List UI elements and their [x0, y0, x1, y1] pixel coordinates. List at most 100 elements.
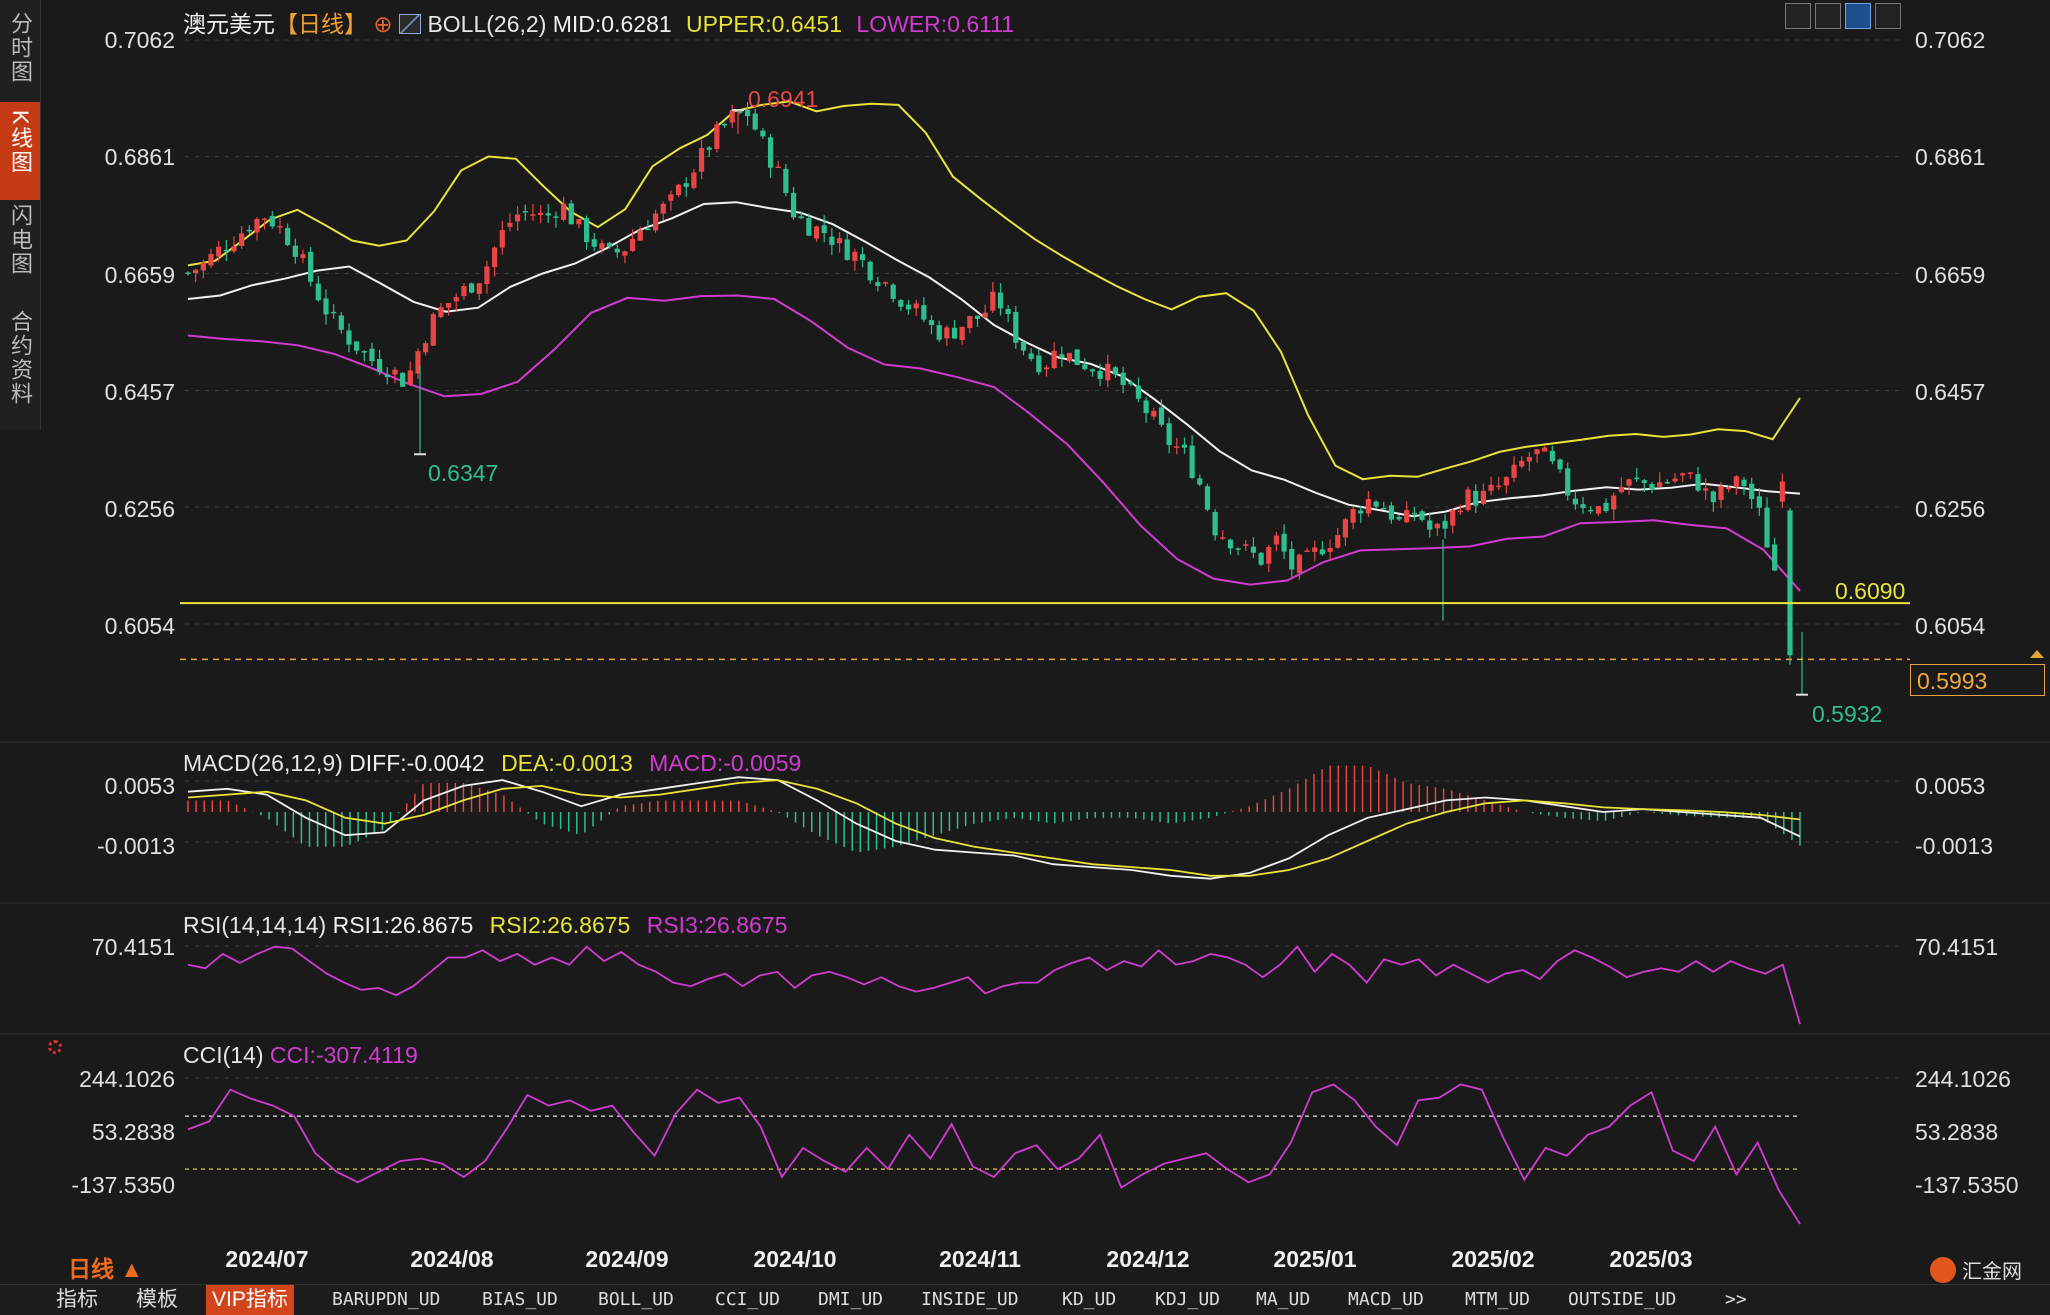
- candle-up: [652, 213, 659, 231]
- candle-up: [1220, 537, 1226, 539]
- rsi2-value: RSI2:26.8675: [489, 912, 631, 938]
- time-label: 2024/10: [753, 1246, 837, 1272]
- tab-barupdn[interactable]: BARUPDN_UD: [332, 1289, 441, 1310]
- candle-down: [1588, 509, 1594, 512]
- candle-up: [1273, 535, 1280, 545]
- compare-icon[interactable]: [1815, 3, 1841, 29]
- candle-up: [499, 230, 505, 248]
- tab-mtm[interactable]: MTM_UD: [1465, 1289, 1531, 1310]
- time-label: 2024/08: [410, 1246, 494, 1272]
- candle-up: [1687, 472, 1693, 474]
- macd-dea-line: [187, 779, 1801, 877]
- candle-down: [951, 327, 958, 339]
- price-tick: 0.6659: [104, 262, 175, 288]
- candle-down: [1250, 546, 1257, 553]
- candle-up: [530, 214, 536, 216]
- tab-bias[interactable]: BIAS_UD: [482, 1289, 558, 1310]
- candle-up: [514, 214, 521, 222]
- candle-up: [392, 369, 398, 375]
- tab-contract-info[interactable]: 合约资料: [8, 310, 33, 406]
- current-price-marker: [2030, 650, 2044, 658]
- period-label: 【日线】: [275, 11, 367, 37]
- candle-down: [1572, 498, 1578, 505]
- candles: [185, 102, 1803, 695]
- candle-up: [1680, 473, 1686, 476]
- candle-down: [1381, 508, 1387, 510]
- time-label: 2025/02: [1451, 1246, 1535, 1272]
- candle-down: [1411, 512, 1418, 515]
- macd-diff: DIFF:-0.0042: [349, 750, 485, 776]
- candle-up: [1496, 485, 1502, 488]
- price-tick: 0.6457: [104, 379, 175, 405]
- tab-dmi[interactable]: DMI_UD: [818, 1289, 884, 1310]
- tab-ma[interactable]: MA_UD: [1256, 1289, 1311, 1310]
- tab-kd[interactable]: KD_UD: [1062, 1289, 1117, 1310]
- macd-dea: DEA:-0.0013: [501, 750, 633, 776]
- tab-intraday[interactable]: 分时图: [8, 12, 33, 84]
- period-selector[interactable]: 日线 ▲: [68, 1256, 144, 1282]
- candle-up: [1542, 447, 1548, 452]
- candle-down: [1235, 548, 1241, 550]
- boll-upper: UPPER:0.6451: [686, 11, 843, 37]
- tab-boll[interactable]: BOLL_UD: [598, 1289, 674, 1310]
- indicator-tab-bar: 指标 模板 VIP指标 BARUPDN_UD BIAS_UD BOLL_UD C…: [0, 1284, 2050, 1315]
- candle-up: [959, 326, 965, 341]
- tab-templates[interactable]: 模板: [136, 1288, 178, 1311]
- kline-chart[interactable]: [0, 0, 2050, 1284]
- macd-value: MACD:-0.0059: [649, 750, 802, 776]
- candle-up: [1480, 490, 1486, 504]
- candle-down: [1319, 549, 1326, 555]
- candle-down: [185, 272, 191, 274]
- candle-down: [346, 330, 352, 345]
- tab-macd[interactable]: MACD_UD: [1348, 1289, 1424, 1310]
- candle-up: [438, 307, 444, 318]
- fullscreen-icon[interactable]: [1875, 3, 1901, 29]
- cci-title: CCI(14): [183, 1042, 264, 1068]
- candle-up: [200, 262, 206, 271]
- tab-kline[interactable]: K线图: [0, 102, 40, 200]
- time-label: 2025/01: [1273, 1246, 1357, 1272]
- tab-more[interactable]: >>: [1725, 1289, 1747, 1310]
- macd-tick: -0.0013: [1915, 833, 1994, 859]
- candle-up: [1626, 479, 1632, 486]
- cci-tick: 53.2838: [1915, 1119, 1999, 1145]
- candle-down: [928, 320, 935, 326]
- candle-down: [1112, 367, 1119, 375]
- tab-flash[interactable]: 闪电图: [8, 204, 33, 276]
- add-indicator-icon[interactable]: ⊕: [373, 11, 393, 37]
- chart-mode-icon[interactable]: [1845, 3, 1871, 29]
- time-label: 2024/11: [939, 1246, 1021, 1272]
- candle-up: [1304, 550, 1310, 552]
- cci-tick: 53.2838: [91, 1119, 175, 1145]
- candle-down: [706, 147, 712, 150]
- candle-down: [921, 305, 927, 320]
- candle-down: [798, 216, 804, 219]
- candle-down: [285, 228, 291, 246]
- grid-icon[interactable]: [1785, 3, 1811, 29]
- tab-cci[interactable]: CCI_UD: [715, 1289, 781, 1310]
- candle-down: [1227, 539, 1234, 549]
- tab-vip-indicators[interactable]: VIP指标: [206, 1285, 294, 1315]
- tab-outside[interactable]: OUTSIDE_UD: [1568, 1289, 1677, 1310]
- tab-kdj[interactable]: KDJ_UD: [1155, 1289, 1221, 1310]
- candle-down: [905, 304, 912, 310]
- candle-down: [767, 137, 774, 168]
- candle-down: [867, 261, 873, 281]
- candle-down: [783, 168, 789, 194]
- candle-down: [1749, 483, 1755, 500]
- candle-up: [1243, 544, 1249, 546]
- grid-lines: [0, 39, 2050, 1079]
- cci-settings-icon[interactable]: [48, 1040, 62, 1054]
- candle-down: [246, 229, 252, 232]
- candle-up: [1465, 489, 1471, 511]
- candle-down: [936, 325, 942, 340]
- candle-down: [384, 374, 390, 378]
- candle-up: [1534, 449, 1540, 455]
- tab-indicators[interactable]: 指标: [56, 1288, 98, 1311]
- candle-up: [1450, 510, 1456, 526]
- high-label: 0.6941: [748, 86, 819, 112]
- cci-tick: -137.5350: [1915, 1172, 2019, 1198]
- tab-inside[interactable]: INSIDE_UD: [921, 1289, 1019, 1310]
- candle-up: [1503, 477, 1509, 486]
- candle-up: [637, 230, 643, 241]
